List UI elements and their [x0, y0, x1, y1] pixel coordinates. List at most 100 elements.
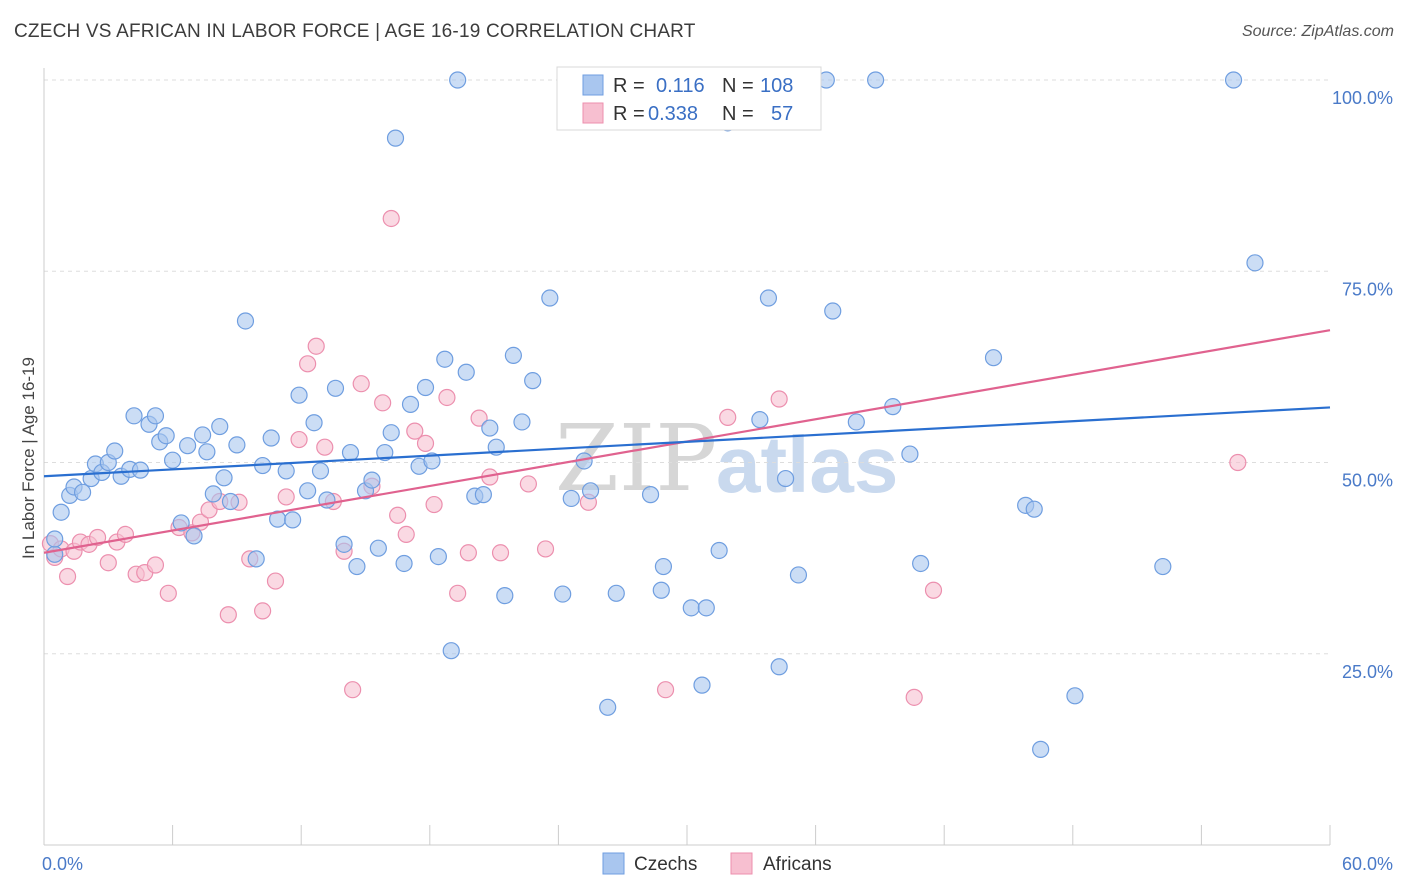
czech-point-88	[759, 289, 778, 307]
african-point-3	[58, 567, 77, 586]
czech-point-104	[1154, 557, 1172, 576]
african-point-54	[905, 688, 923, 706]
african-point-41	[425, 495, 443, 514]
czech-point-69	[524, 372, 542, 390]
top-legend: R = 0.116 N = 108 R = 0.338 N = 57	[556, 66, 822, 131]
czech-point-50	[382, 424, 400, 442]
czech-point-97	[901, 445, 919, 463]
bottom-legend: Czechs Africans	[602, 852, 832, 875]
czech-point-89	[770, 658, 788, 676]
african-point-48	[519, 475, 537, 493]
czech-point-102	[1032, 740, 1050, 758]
czech-point-24	[198, 443, 216, 461]
czech-point-72	[562, 489, 580, 508]
czech-point-29	[228, 436, 246, 454]
czech-point-31	[247, 550, 265, 568]
czech-point-85	[710, 541, 728, 560]
african-point-43	[449, 584, 467, 602]
african-point-27	[299, 355, 317, 373]
legend-r-label-2: R =	[613, 103, 645, 125]
czech-trend-line	[43, 406, 1331, 478]
african-point-24	[266, 572, 285, 590]
czech-point-30	[236, 312, 255, 330]
czech-point-57	[429, 547, 447, 566]
czech-point-83	[693, 676, 711, 694]
czech-point-59	[442, 642, 460, 660]
czech-point-40	[311, 462, 330, 480]
czech-point-43	[335, 535, 353, 553]
african-point-40	[416, 434, 435, 452]
legend-r-value-2: 0.338	[648, 103, 698, 125]
czech-point-105	[1224, 71, 1243, 89]
y-tick-labels: 25.0% 50.0% 75.0% 100.0%	[1332, 88, 1393, 682]
czech-point-19	[164, 451, 182, 469]
czech-point-48	[369, 539, 387, 557]
x-tick-min: 0.0%	[42, 854, 83, 874]
czech-point-106	[1246, 254, 1264, 272]
czech-point-71	[554, 585, 572, 603]
czech-point-101	[1025, 500, 1043, 518]
african-point-8	[99, 554, 117, 572]
african-point-51	[656, 681, 675, 699]
czech-point-82	[682, 599, 700, 617]
african-point-56	[1229, 453, 1247, 472]
czech-point-18	[157, 427, 175, 445]
czech-point-28	[221, 492, 240, 511]
african-point-32	[344, 681, 362, 699]
czech-point-35	[277, 462, 295, 480]
czech-point-25	[204, 485, 222, 503]
czech-point-98	[912, 554, 930, 573]
legend-n-label-2: N =	[722, 103, 754, 125]
czech-point-64	[481, 419, 499, 437]
czech-point-76	[607, 584, 625, 602]
czech-point-51	[386, 129, 405, 147]
czech-point-91	[789, 566, 808, 584]
czech-point-80	[654, 557, 673, 576]
czech-point-61	[457, 363, 475, 381]
czech-point-13	[125, 407, 143, 425]
czech-point-42	[326, 379, 345, 397]
czech-point-90	[776, 469, 795, 488]
legend-swatch-africans	[582, 102, 604, 124]
czech-point-20	[172, 514, 190, 532]
czech-point-87	[751, 411, 769, 429]
czech-point-5	[73, 483, 92, 501]
african-point-52	[719, 408, 737, 426]
czech-point-26	[211, 417, 229, 436]
czech-point-16	[146, 407, 165, 425]
czech-point-39	[305, 414, 323, 432]
czech-point-38	[299, 482, 317, 500]
czech-point-53	[401, 395, 420, 413]
czech-point-27	[215, 469, 233, 487]
czech-point-78	[641, 486, 660, 504]
czech-point-49	[376, 443, 394, 462]
czech-point-79	[652, 581, 670, 599]
bottom-legend-swatch-czechs	[602, 852, 625, 875]
african-point-20	[219, 606, 237, 624]
african-point-14	[159, 584, 177, 602]
grid-lines	[44, 79, 1330, 655]
czech-point-94	[847, 413, 865, 431]
african-point-13	[146, 556, 165, 574]
czech-point-66	[496, 587, 514, 605]
czech-point-22	[185, 527, 203, 545]
czech-point-70	[541, 289, 559, 307]
czech-point-68	[513, 413, 531, 431]
african-point-53	[770, 390, 788, 408]
czech-point-103	[1066, 687, 1084, 705]
czech-point-99	[984, 349, 1003, 367]
czech-point-52	[395, 554, 413, 573]
czech-point-2	[52, 503, 70, 521]
bottom-legend-swatch-africans	[730, 852, 753, 875]
czech-point-37	[290, 386, 308, 404]
czech-point-93	[824, 302, 842, 320]
legend-n-value-1: 108	[760, 75, 793, 97]
czech-point-36	[284, 511, 302, 529]
czech-point-10	[106, 442, 124, 460]
african-point-23	[254, 602, 272, 620]
czech-point-23	[194, 426, 212, 444]
czech-point-60	[449, 71, 467, 89]
czech-point-21	[179, 437, 197, 455]
y-tick-label-0: 25.0%	[1342, 662, 1393, 682]
